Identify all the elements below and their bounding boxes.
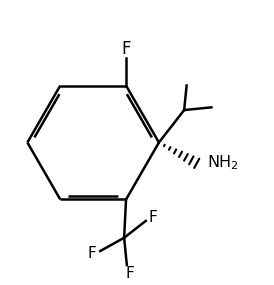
Text: F: F (148, 210, 157, 225)
Text: F: F (126, 266, 135, 281)
Text: F: F (121, 40, 131, 58)
Text: F: F (88, 246, 96, 261)
Text: NH$_2$: NH$_2$ (207, 153, 238, 172)
